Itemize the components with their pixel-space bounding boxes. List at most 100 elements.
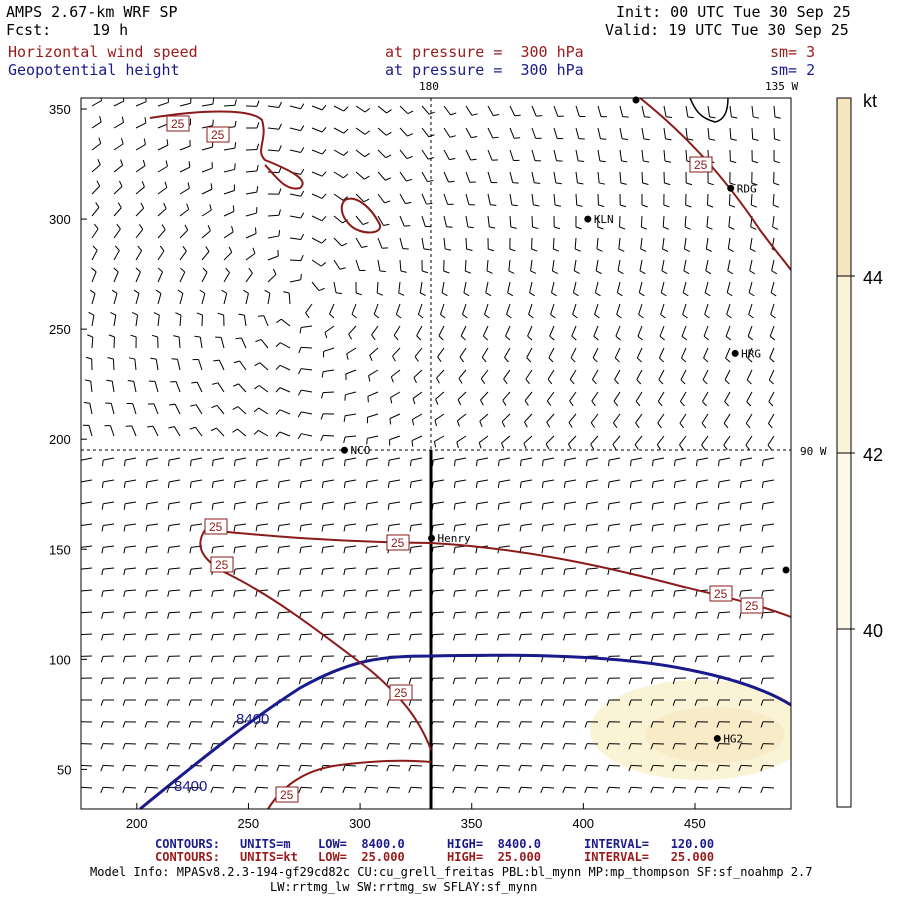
speed-contour-label: 25: [689, 156, 713, 173]
wind-barb: [684, 215, 687, 228]
wind-barb: [377, 149, 387, 159]
wind-barb: [521, 567, 533, 570]
wind-barb-flag: [511, 204, 518, 207]
wind-barb-flag: [235, 337, 242, 340]
wind-barb: [135, 293, 140, 305]
wind-barb-flag: [493, 114, 500, 117]
wind-barb-flag: [233, 569, 236, 576]
height-contour-8400: [139, 653, 791, 809]
wind-barb-flag: [563, 503, 566, 510]
wind-barb: [190, 633, 203, 636]
wind-barb-flag: [343, 128, 349, 134]
wind-barb-flag: [637, 335, 643, 341]
footer-line1-kind: CONTOURS:: [155, 837, 221, 851]
wind-barb-flag: [408, 634, 412, 641]
wind-barb: [414, 347, 423, 357]
wind-barb: [619, 149, 623, 161]
wind-barb-flag: [100, 634, 104, 641]
wind-barb: [697, 501, 709, 505]
wind-barb: [477, 479, 489, 483]
wind-barb: [525, 369, 533, 380]
footer-line2-units: UNITS=kt: [240, 850, 298, 864]
wind-barb: [333, 215, 343, 224]
wind-barb-flag: [738, 765, 742, 772]
wind-barb-flag: [283, 291, 290, 294]
valid-time: Valid: 19 UTC Tue 30 Sep 25: [605, 21, 849, 39]
wind-barb: [652, 611, 665, 614]
wind-barb: [641, 149, 644, 161]
wind-barb-flag: [253, 385, 260, 390]
wind-barb-flag: [167, 525, 170, 532]
wind-barb-flag: [161, 224, 166, 230]
wind-barb-flag: [365, 590, 368, 597]
wind-barb-flag: [101, 569, 104, 576]
wind-barb: [125, 567, 137, 570]
wind-barb: [135, 250, 143, 261]
wind-barb: [212, 786, 225, 789]
wind-barb-flag: [408, 743, 412, 750]
wind-barb: [506, 303, 511, 315]
wind-barb: [586, 764, 599, 767]
wind-barb-flag: [480, 378, 486, 384]
wind-barb-flag: [641, 226, 648, 230]
y-tick-label: 350: [49, 102, 71, 117]
wind-barb-flag: [650, 699, 654, 706]
wind-barb-flag: [717, 481, 720, 488]
wind-barb-flag: [167, 569, 170, 576]
wind-barb: [572, 303, 577, 315]
wind-barb-flag: [598, 204, 605, 208]
wind-barb: [322, 611, 335, 614]
wind-barb-flag: [277, 525, 280, 532]
wind-barb-flag: [276, 678, 280, 685]
wind-barb-flag: [343, 590, 346, 597]
wind-barb-flag: [577, 182, 584, 185]
wind-barb: [658, 347, 665, 359]
wind-barb-flag: [638, 314, 644, 319]
wind-barb: [543, 523, 555, 527]
wind-barb: [763, 457, 775, 461]
wind-barb-flag: [428, 111, 435, 115]
wind-barb: [565, 567, 577, 570]
wind-barb: [223, 293, 228, 305]
wind-barb-flag: [406, 178, 413, 182]
wind-barb: [443, 193, 449, 205]
wind-barb: [630, 611, 643, 614]
wind-barb-flag: [377, 292, 383, 296]
wind-barb: [91, 271, 97, 283]
wind-barb-flag: [480, 399, 484, 406]
wind-barb: [568, 413, 577, 423]
wind-barb-flag: [474, 678, 478, 685]
wind-barb: [481, 347, 489, 358]
wind-barb: [772, 215, 775, 227]
wind-barb-flag: [91, 267, 97, 273]
wind-barb-flag: [717, 612, 720, 619]
wind-barb: [81, 633, 93, 636]
wind-barb-flag: [748, 292, 755, 297]
wind-barb-flag: [475, 590, 478, 597]
wind-barb-flag: [518, 765, 522, 772]
wind-barb-flag: [255, 460, 258, 467]
wind-barb-flag: [618, 248, 625, 252]
wind-barb: [301, 411, 313, 415]
wind-barb: [616, 303, 621, 315]
wind-barb: [258, 407, 269, 415]
wind-barb: [465, 193, 470, 205]
wind-barb: [480, 391, 489, 401]
wind-barb: [482, 325, 489, 337]
x-tick-label: 250: [237, 816, 259, 831]
wind-barb: [351, 303, 357, 315]
wind-barb: [641, 127, 645, 139]
wind-barb: [702, 391, 709, 402]
wind-barb: [300, 611, 313, 614]
wind-barb: [477, 567, 489, 570]
wind-barb-flag: [100, 765, 104, 772]
wind-barb: [191, 523, 203, 527]
wind-barb-flag: [386, 634, 390, 641]
wind-barb-flag: [659, 335, 665, 341]
wind-barb-flag: [552, 270, 559, 274]
wind-barb-flag: [673, 547, 676, 554]
wind-barb: [419, 281, 423, 293]
footer-line2-low: LOW= 25.000: [318, 850, 405, 864]
wind-barb-flag: [364, 765, 368, 772]
wind-barb-flag: [408, 721, 412, 728]
